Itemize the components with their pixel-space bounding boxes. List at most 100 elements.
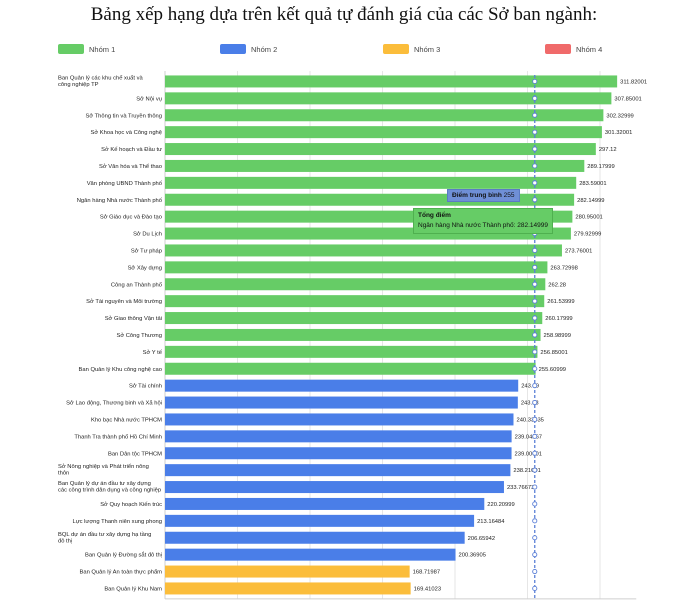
bar (165, 413, 514, 426)
value-label: 279.92999 (574, 232, 601, 238)
category-label: Lực lượng Thanh niên xung phong (73, 519, 162, 525)
average-marker (532, 146, 538, 152)
value-label: 262.28 (548, 282, 566, 288)
category-label: Công an Thành phố (111, 282, 163, 288)
value-label: 261.53999 (547, 299, 574, 305)
legend-swatch (383, 44, 409, 54)
legend-label: Nhóm 1 (89, 44, 116, 54)
value-label: 206.65942 (468, 536, 495, 542)
average-marker (532, 78, 538, 84)
value-label: 255.60999 (539, 367, 566, 373)
bar (165, 109, 604, 122)
category-label: Ban Dân tộc TPHCM (108, 451, 162, 457)
average-marker (532, 112, 538, 118)
total-tooltip-label: Tổng điểm (418, 212, 451, 219)
value-label: 239.00001 (515, 451, 542, 457)
bar (165, 447, 512, 460)
value-label: 240.33535 (516, 417, 543, 423)
value-label: 168.71987 (413, 570, 440, 576)
average-marker (532, 247, 538, 253)
category-label: Ban Quản lý các khu chế xuất và công nghi… (58, 75, 144, 88)
bar (165, 531, 465, 544)
value-label: 243.33 (521, 401, 539, 407)
average-marker (532, 501, 538, 507)
value-label: 301.32001 (605, 130, 632, 136)
average-tooltip-label: Điểm trung bình (452, 192, 502, 199)
average-marker (532, 416, 538, 423)
total-tooltip-value: 282.14999 (517, 222, 548, 229)
legend-label: Nhóm 3 (414, 44, 441, 54)
legend-swatch (220, 44, 246, 54)
average-marker (532, 366, 538, 372)
bar (165, 261, 548, 274)
legend-item-group-4[interactable]: Nhóm 4 (545, 44, 602, 54)
average-marker (532, 518, 538, 524)
average-marker (532, 484, 538, 490)
average-marker (532, 433, 538, 439)
category-label: Sở Công Thương (116, 332, 162, 339)
average-marker (532, 180, 538, 186)
value-label: 280.95001 (575, 215, 602, 221)
bar (165, 244, 562, 257)
value-label: 256.85001 (540, 350, 567, 356)
category-label: Sở Tư pháp (131, 247, 162, 254)
legend-item-group-1[interactable]: Nhóm 1 (58, 44, 115, 54)
value-label: 258.98999 (544, 333, 571, 339)
total-tooltip-category: Ngân hàng Nhà nước Thành phố (418, 222, 514, 229)
legend-swatch (58, 44, 84, 54)
bar (165, 328, 541, 341)
legend-item-group-2[interactable]: Nhóm 2 (220, 44, 277, 54)
category-label: Kho bạc Nhà nước TPHCM (91, 417, 162, 423)
average-marker (532, 315, 538, 321)
category-label: Sở Du Lịch (133, 231, 162, 238)
bar (165, 430, 512, 443)
average-marker (532, 264, 538, 270)
average-marker (532, 95, 538, 101)
bar (165, 345, 538, 358)
category-label: Sở Nội vụ (136, 95, 162, 102)
category-label: Sở Kế hoạch và Đầu tư (101, 146, 162, 153)
total-tooltip: Tổng điểm Ngân hàng Nhà nước Thành phố: … (413, 208, 553, 234)
category-label: Ban Quản lý dự án đầu tư xây dựng các côn… (58, 481, 161, 494)
value-label: 233.76673 (507, 485, 534, 491)
value-label: 200.36905 (459, 553, 486, 559)
bar (165, 75, 618, 88)
category-label: Sở Nông nghiệp và Phát triển nông thôn (58, 463, 149, 477)
average-marker (532, 281, 538, 287)
legend-item-group-3[interactable]: Nhóm 3 (383, 44, 440, 54)
bar (165, 481, 504, 494)
average-marker (532, 197, 538, 203)
bar (165, 278, 546, 291)
average-marker (532, 349, 538, 355)
category-label: Sở Văn hóa và Thể thao (99, 163, 162, 170)
bar (165, 464, 511, 477)
value-label: 220.20999 (487, 502, 514, 508)
average-marker (532, 585, 538, 592)
value-label: 213.16484 (477, 519, 505, 525)
average-marker (532, 129, 538, 135)
category-label: Sở Giáo dục và Đào tạo (100, 214, 162, 221)
category-label: Văn phòng UBND Thành phố (87, 181, 163, 187)
legend: Nhóm 1 Nhóm 2 Nhóm 3 Nhóm 4 (0, 44, 688, 58)
average-tooltip: Điểm trung bình 255 (447, 189, 520, 202)
average-marker (532, 332, 538, 338)
legend-swatch (545, 44, 571, 54)
legend-label: Nhóm 4 (576, 44, 603, 54)
bar (165, 497, 485, 510)
value-label: 283.59001 (579, 181, 606, 187)
category-label: Ban Quản lý Đường sắt đô thị (85, 552, 162, 559)
average-tooltip-value: 255 (503, 192, 515, 199)
category-label: Ban Quản lý Khu công nghệ cao (79, 367, 162, 373)
bar (165, 565, 410, 578)
bar (165, 126, 602, 139)
bar (165, 582, 411, 595)
bar (165, 295, 545, 308)
legend-label: Nhóm 2 (251, 44, 278, 54)
average-marker (532, 450, 538, 456)
value-label: 243.59 (521, 384, 539, 390)
category-label: Sở Tài nguyên và Môi trường (86, 298, 162, 305)
category-label: Sở Lao động, Thương binh và Xã hội (66, 400, 162, 407)
bar (165, 362, 536, 375)
average-marker (532, 383, 538, 389)
